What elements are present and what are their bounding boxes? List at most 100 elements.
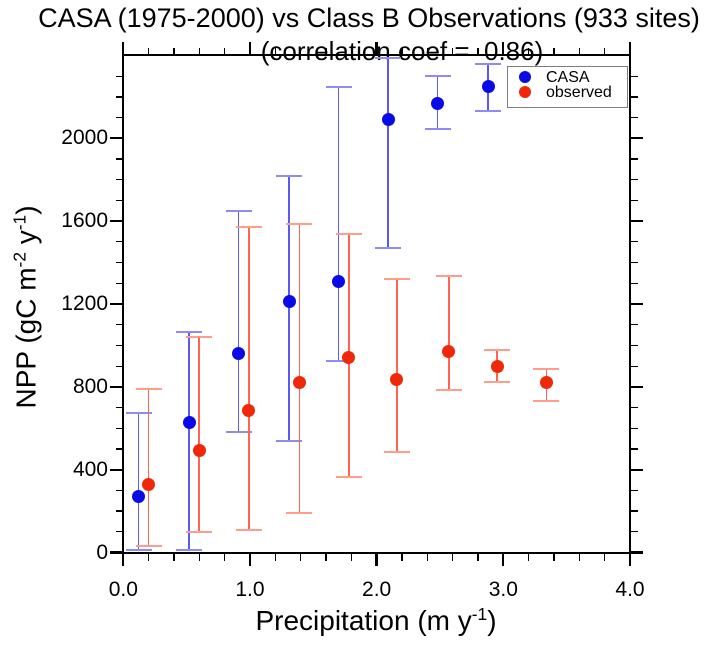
y-major-tick [631, 385, 643, 388]
x-major-tick [628, 42, 632, 54]
y-major-tick [631, 220, 643, 223]
observed-error-bar [247, 227, 250, 530]
y-tick-label: 2000 [61, 126, 108, 150]
casa-error-cap-top [125, 411, 152, 414]
casa-error-cap-bottom [176, 549, 203, 552]
x-minor-tick [401, 47, 403, 54]
legend: CASA observed [507, 66, 628, 108]
x-major-tick [248, 42, 252, 54]
x-minor-tick [224, 47, 226, 54]
legend-row-casa: CASA [508, 70, 627, 86]
x-minor-tick [426, 554, 428, 561]
observed-point [442, 345, 456, 359]
x-tick-label: 3.0 [488, 578, 518, 601]
axis-title-segment: ) [487, 605, 497, 636]
y-major-tick [110, 468, 122, 471]
y-minor-tick [115, 406, 122, 409]
y-minor-tick [631, 261, 638, 264]
y-minor-tick [115, 510, 122, 512]
observed-error-cap-bottom [135, 545, 162, 548]
y-tick-label: 1200 [61, 292, 108, 315]
x-tick-label: 2.0 [362, 578, 392, 601]
chart-subtitle: (correlation coef = 0.86) [260, 36, 544, 66]
casa-point [332, 274, 346, 288]
casa-error-bar [337, 86, 340, 361]
x-minor-tick [426, 47, 428, 54]
y-minor-tick [631, 241, 638, 243]
casa-error-cap-top [225, 209, 252, 212]
observed-error-cap-bottom [484, 380, 510, 383]
y-major-tick [631, 302, 643, 306]
axis-title-segment: NPP (gC m [10, 267, 42, 409]
y-minor-tick [115, 96, 122, 98]
axis-title-segment: -1 [471, 604, 488, 625]
y-major-tick [110, 220, 122, 223]
y-minor-tick [115, 427, 122, 429]
x-minor-tick [401, 554, 403, 561]
x-minor-tick [325, 47, 327, 54]
observed-error-bar [198, 337, 201, 532]
casa-point [232, 347, 246, 361]
casa-error-cap-top [424, 75, 451, 78]
y-minor-tick [115, 75, 122, 77]
casa-error-cap-bottom [325, 359, 352, 362]
y-minor-tick [631, 531, 638, 533]
casa-error-cap-top [375, 56, 402, 59]
y-minor-tick [115, 261, 122, 264]
y-minor-tick [631, 344, 638, 347]
y-major-tick [110, 137, 122, 140]
x-major-tick [122, 42, 125, 54]
x-minor-tick [528, 554, 530, 561]
observed-error-cap-top [186, 336, 213, 339]
x-minor-tick [173, 47, 175, 54]
casa-error-cap-bottom [375, 247, 402, 250]
observed-error-cap-top [383, 278, 410, 281]
y-minor-tick [631, 324, 638, 326]
y-minor-tick [115, 282, 122, 284]
y-minor-tick [631, 406, 638, 409]
casa-error-cap-top [276, 174, 303, 177]
observed-point [539, 376, 553, 390]
x-minor-tick [528, 47, 530, 54]
x-minor-tick [604, 554, 606, 561]
y-major-tick [110, 302, 122, 306]
x-minor-tick [148, 47, 150, 54]
casa-point [282, 295, 296, 309]
x-tick-label: 1.0 [235, 578, 265, 601]
y-minor-tick [631, 282, 638, 284]
y-minor-tick [115, 344, 122, 347]
casa-error-cap-top [325, 85, 352, 88]
x-minor-tick [274, 47, 276, 54]
y-minor-tick [115, 324, 122, 326]
casa-error-bar [137, 412, 140, 551]
y-minor-tick [115, 199, 122, 202]
x-minor-tick [477, 47, 479, 54]
casa-error-bar [188, 332, 191, 551]
y-minor-tick [631, 489, 638, 491]
y-minor-tick [115, 531, 122, 533]
observed-legend-marker-icon [519, 86, 531, 98]
casa-point [481, 80, 495, 94]
casa-point [381, 113, 395, 127]
observed-error-cap-top [533, 368, 560, 371]
observed-error-cap-bottom [533, 400, 560, 403]
x-tick-label: 4.0 [615, 578, 645, 601]
y-minor-tick [631, 199, 638, 202]
x-minor-tick [300, 554, 302, 561]
observed-error-cap-bottom [335, 475, 362, 478]
observed-error-bar [298, 224, 301, 514]
observed-point [342, 351, 356, 365]
observed-error-cap-bottom [235, 528, 262, 531]
x-minor-tick [325, 554, 327, 561]
legend-row-observed: observed [508, 85, 627, 101]
axis-title-segment: -1 [9, 214, 30, 231]
casa-point [182, 415, 196, 429]
axis-title-segment: -2 [9, 252, 30, 268]
x-axis-title: Precipitation (m y-1) [176, 604, 576, 641]
y-minor-tick [115, 117, 122, 119]
x-major-tick [248, 554, 252, 566]
x-tick-label: 0.0 [108, 578, 138, 601]
observed-error-cap-bottom [286, 512, 313, 515]
y-minor-tick [115, 241, 122, 243]
y-tick-label: 800 [72, 374, 108, 398]
